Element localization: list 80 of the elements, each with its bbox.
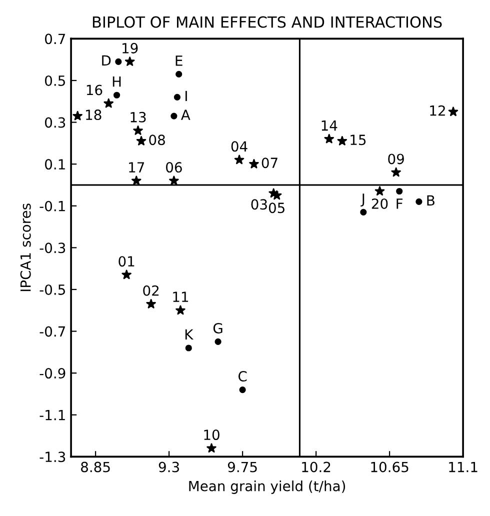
annotation: I [186, 90, 187, 102]
annotation: 03 [251, 199, 267, 210]
annotation: 17 [129, 162, 144, 172]
annotation: F [396, 198, 403, 209]
point [169, 176, 179, 186]
y-tick-label: -1.3 [40, 452, 66, 462]
y-tick-label: -0.5 [40, 284, 65, 295]
point [206, 443, 216, 453]
y-tick-label: -0.1 [40, 200, 65, 212]
point [324, 134, 334, 144]
annotation: 01 [118, 256, 134, 267]
annotation: 20 [372, 198, 388, 209]
point [104, 98, 114, 108]
annotation: 16 [86, 84, 102, 96]
y-tick-label: -0.9 [40, 368, 66, 379]
annotation: G [213, 322, 222, 334]
annotation: 12 [430, 105, 445, 116]
point [146, 299, 156, 308]
annotation: E [176, 56, 182, 66]
annotation: C [238, 371, 247, 382]
annotation: 18 [86, 110, 102, 120]
point [185, 344, 192, 352]
annotation: 19 [122, 42, 138, 54]
point [132, 176, 142, 186]
point [234, 154, 244, 164]
point [122, 270, 132, 280]
point [115, 58, 122, 65]
annotation: 10 [204, 430, 220, 440]
point [174, 94, 181, 101]
annotation: 11 [173, 292, 188, 302]
point [113, 92, 120, 98]
x-tick-label: 9.3 [158, 462, 179, 472]
x-tick-label: 9.75 [228, 462, 257, 472]
annotation: 02 [143, 285, 159, 296]
y-tick-label: -1.1 [40, 410, 65, 420]
point [239, 386, 246, 394]
point [176, 305, 186, 315]
y-tick-label: 0.3 [45, 117, 66, 128]
annotation: 15 [350, 134, 366, 146]
y-tick-label: 0.5 [45, 75, 65, 86]
annotation: 05 [268, 202, 284, 214]
point [136, 136, 146, 146]
annotation: 14 [322, 120, 338, 131]
annotation: B [427, 195, 434, 206]
annotation: 07 [262, 158, 278, 168]
annotation: 09 [388, 154, 404, 164]
annotation: 08 [149, 134, 165, 146]
annotation: K [185, 329, 194, 340]
x-tick-label: 10.65 [371, 462, 408, 472]
x-tick-label: 11.1 [449, 462, 478, 472]
point [396, 188, 403, 195]
point [360, 208, 367, 216]
annotation: 06 [166, 162, 182, 173]
y-tick-label: -0.7 [40, 326, 66, 337]
point [176, 70, 182, 78]
point [124, 56, 135, 66]
y-tick-label: 0.7 [45, 34, 65, 44]
point [170, 112, 178, 120]
x-axis-title: Mean grain yield (t/ha) [189, 480, 346, 494]
y-tick-label: 0.1 [45, 159, 65, 170]
point [448, 106, 458, 116]
point [249, 159, 259, 168]
x-tick-label: 8.85 [81, 462, 110, 472]
point [391, 167, 401, 177]
point [214, 338, 222, 346]
y-tick-label: -0.3 [40, 242, 66, 254]
point [72, 110, 82, 120]
point [374, 186, 385, 196]
annotation: H [112, 76, 121, 87]
y-axis-title: IPCA1 scores [20, 204, 31, 292]
x-tick-label: 10.2 [302, 462, 330, 472]
chart-title: BIPLOT OF MAIN EFFECTS AND INTERACTIONS [92, 16, 442, 28]
point [337, 136, 348, 146]
point [133, 126, 143, 135]
annotation: D [102, 55, 111, 66]
annotation: 13 [130, 112, 146, 122]
annotation: 04 [231, 141, 248, 152]
annotation: A [181, 110, 190, 120]
annotation: J [360, 194, 364, 206]
point [416, 198, 422, 205]
